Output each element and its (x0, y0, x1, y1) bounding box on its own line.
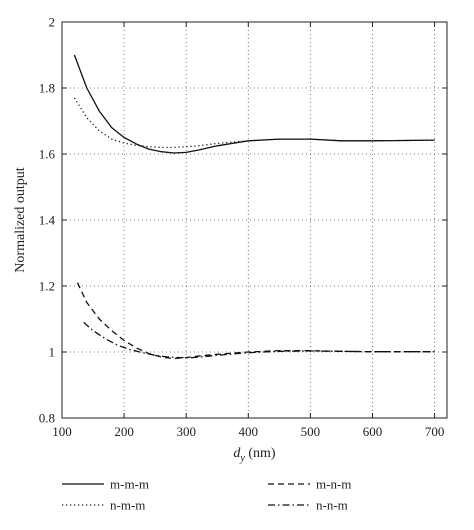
series-lines (73, 54, 435, 360)
legend-label-n-m-m: n-m-m (110, 498, 145, 513)
legend-label-m-n-m: m-n-m (316, 477, 351, 492)
x-axis-label: dy (nm) (233, 446, 276, 464)
x-tick-label: 200 (114, 424, 134, 439)
x-tick-label: 100 (52, 424, 72, 439)
y-tick-label: 1.2 (39, 279, 55, 294)
x-axis-label-unit: (nm) (245, 446, 276, 461)
x-tick-label: 500 (301, 424, 321, 439)
series-line-n-n-m (83, 321, 435, 359)
y-tick-label: 1 (49, 345, 56, 360)
gridlines (62, 22, 447, 418)
y-tick-label: 1.6 (39, 147, 56, 162)
legend-label-m-m-m: m-m-m (110, 477, 149, 492)
series-line-m-m-m (73, 54, 435, 154)
y-axis-label: Normalized output (13, 167, 28, 272)
x-axis-label-var: d (233, 446, 241, 461)
axis-ticks: 100 200 300 400 500 600 700 0.8 1 1.2 1.4 1.6 1.8 2 (39, 15, 447, 439)
x-tick-label: 400 (239, 424, 259, 439)
y-axis-label-group: Normalized output (13, 167, 28, 272)
x-tick-label: 700 (425, 424, 445, 439)
y-tick-label: 0.8 (39, 411, 55, 426)
legend: m-m-m m-n-m n-m-m n-n-m (62, 477, 351, 513)
y-tick-label: 2 (49, 15, 56, 30)
x-tick-label: 300 (176, 424, 196, 439)
x-axis-label-sub: y (239, 453, 245, 464)
legend-label-n-n-m: n-n-m (316, 498, 348, 513)
series-line-n-m-m (73, 97, 435, 149)
y-tick-label: 1.4 (39, 213, 56, 228)
y-tick-label: 1.8 (39, 81, 55, 96)
x-tick-label: 600 (363, 424, 383, 439)
series-line-m-n-m (76, 282, 435, 360)
